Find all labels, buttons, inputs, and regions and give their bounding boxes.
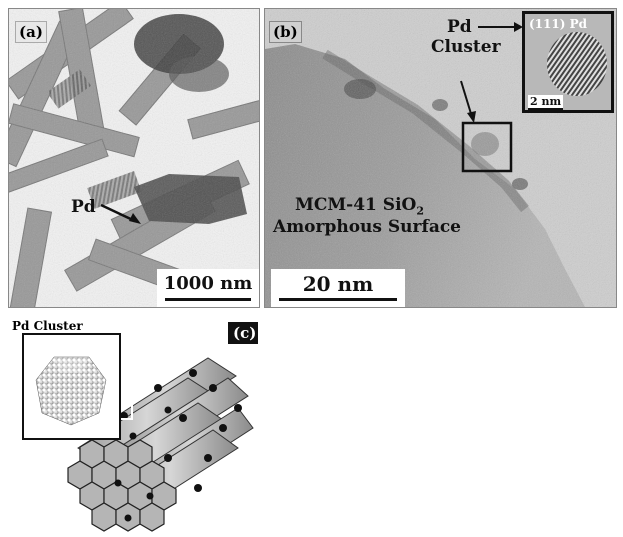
scale-bar-a-line (165, 298, 251, 301)
cuboctahedron-cluster (35, 356, 107, 426)
pd-cluster-inset-title: Pd Cluster (12, 319, 83, 333)
surface-label-1-text: MCM-41 SiO (295, 195, 417, 215)
scale-bar-b-line (279, 298, 397, 301)
pd-particles (114, 369, 242, 522)
tem-micrograph-a (9, 9, 259, 307)
panel-label-b: (b) (269, 21, 302, 43)
lattice-fringes (525, 14, 611, 110)
pd-cluster-label-1: Pd (447, 17, 472, 37)
scale-bar-b-label: 20 nm (302, 272, 374, 296)
hexagon-front-faces (67, 439, 177, 532)
tem-image-panel-a: (a) Pd 1000 nm (8, 8, 260, 308)
pd-arrow-a (100, 203, 136, 223)
inset-scale-b-label: 2 nm (530, 95, 562, 108)
pd-cluster-inset: Pd Cluster (12, 319, 121, 440)
inset-title-b: (111) Pd (529, 17, 587, 31)
inset-scale-b: 2 nm (528, 95, 564, 110)
surface-label-1: MCM-41 SiO2 (295, 195, 424, 217)
mcm41-honeycomb-schematic (67, 357, 254, 532)
panel-label-a: (a) (15, 21, 47, 43)
lattice-fringe-inset: (111) Pd 2 nm (522, 11, 614, 113)
panel-label-c: (c) (228, 322, 258, 344)
schematic-panel-c: (c) Pd Cluster (8, 318, 258, 532)
pd-label-a: Pd (71, 197, 96, 217)
pd-cluster-label-2: Cluster (431, 37, 501, 57)
surface-label-2: Amorphous Surface (273, 217, 461, 237)
pd-cluster-arrow (460, 80, 473, 118)
scale-bar-a-label: 1000 nm (163, 273, 253, 294)
scale-bar-b: 20 nm (271, 269, 405, 307)
surface-label-subscript: 2 (416, 204, 424, 218)
scale-bar-a: 1000 nm (157, 269, 259, 307)
pd-cluster-box (461, 121, 513, 173)
tem-image-panel-b: (b) Pd Cluster MCM-41 SiO2 Amorphous Sur… (264, 8, 617, 308)
inset-scale-b-line (528, 108, 564, 110)
